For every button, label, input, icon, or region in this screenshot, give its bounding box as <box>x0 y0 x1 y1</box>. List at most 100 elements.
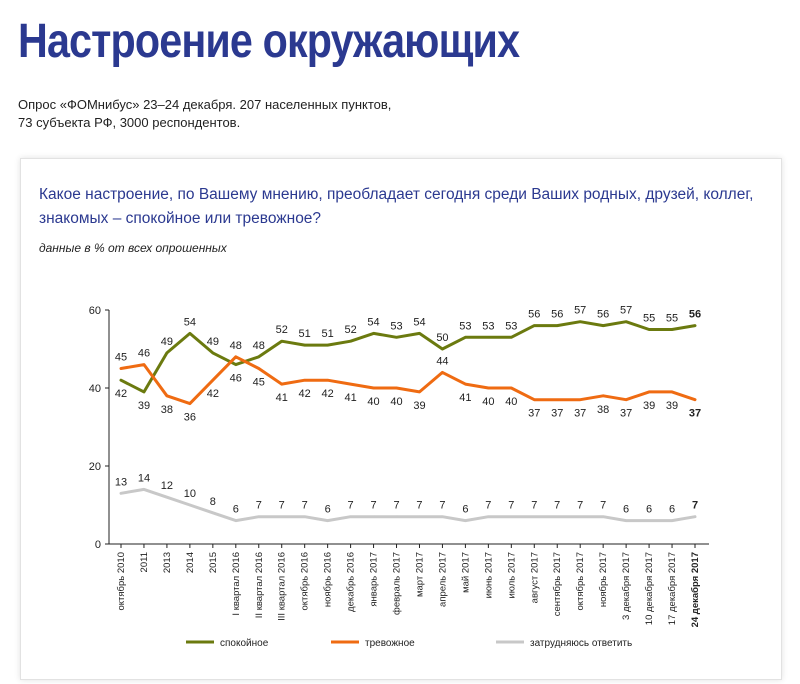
data-label: 7 <box>279 500 285 512</box>
data-point <box>280 340 283 343</box>
data-point <box>165 394 169 397</box>
data-point <box>257 355 260 358</box>
data-point <box>670 390 674 394</box>
data-point <box>372 515 375 518</box>
data-point <box>188 503 192 507</box>
data-label: 37 <box>551 408 563 420</box>
legend-label: спокойное <box>220 638 269 649</box>
data-label: 7 <box>554 500 560 512</box>
data-point <box>579 398 582 401</box>
data-point <box>142 488 146 491</box>
data-label: 41 <box>459 392 471 404</box>
x-tick-label: II квартал 2016 <box>254 552 265 618</box>
data-label: 6 <box>233 504 239 516</box>
data-label: 40 <box>482 396 494 408</box>
data-point <box>693 398 697 401</box>
y-tick-label: 60 <box>89 305 101 317</box>
data-point <box>188 402 192 405</box>
x-tick-label: 2011 <box>139 552 150 572</box>
line-chart: 0 20 40 60 октябрь 2010 2011 2013 2014 2015 I ква… <box>89 305 709 649</box>
data-label: 7 <box>416 500 422 512</box>
data-label: 41 <box>344 392 356 404</box>
data-label: 54 <box>413 316 425 328</box>
data-point <box>556 515 559 518</box>
data-point <box>326 379 329 382</box>
data-label: 7 <box>302 500 308 512</box>
data-point <box>326 343 329 347</box>
data-label: 14 <box>138 472 150 484</box>
data-point <box>395 336 398 339</box>
x-tick-label: апрель 2017 <box>437 552 448 607</box>
data-label: 42 <box>299 388 311 400</box>
data-point <box>464 336 467 339</box>
data-point <box>601 515 605 518</box>
data-label: 7 <box>531 500 537 512</box>
data-point <box>624 398 628 401</box>
y-tick-label: 40 <box>89 383 101 395</box>
data-label: 6 <box>646 504 652 516</box>
data-point <box>349 340 352 343</box>
x-tick-label: октябрь 2017 <box>575 552 586 611</box>
data-label: 53 <box>482 320 494 332</box>
data-label: 46 <box>138 348 150 360</box>
data-point <box>119 367 123 370</box>
data-label: 6 <box>623 504 629 516</box>
data-label: 49 <box>207 336 219 348</box>
data-label: 42 <box>322 388 334 400</box>
data-point <box>624 320 628 323</box>
data-point <box>211 511 215 514</box>
data-label: 6 <box>325 504 331 516</box>
data-label: 7 <box>393 500 399 512</box>
data-label: 7 <box>485 500 491 512</box>
data-label: 12 <box>161 480 173 492</box>
series-line <box>119 355 697 406</box>
data-point <box>487 515 490 518</box>
data-point <box>624 519 628 522</box>
x-tick-label: октябрь 2016 <box>300 552 311 611</box>
data-label: 39 <box>138 400 150 412</box>
data-label: 39 <box>643 400 655 412</box>
data-point <box>349 515 352 518</box>
x-tick-label: август 2017 <box>529 552 540 603</box>
data-label: 7 <box>692 500 698 512</box>
x-tick-label: 2013 <box>162 552 173 573</box>
x-tick-label: октябрь 2010 <box>116 552 127 611</box>
x-tick-label: III квартал 2016 <box>277 552 288 621</box>
data-label: 51 <box>322 328 334 340</box>
data-label: 38 <box>161 404 173 416</box>
data-label: 7 <box>256 500 262 512</box>
data-point <box>372 386 375 390</box>
data-point <box>556 324 559 327</box>
data-point <box>670 328 674 331</box>
x-tick-label: июнь 2017 <box>483 552 494 598</box>
data-point <box>647 328 651 331</box>
data-label: 46 <box>230 373 242 385</box>
y-tick-label: 20 <box>89 461 101 473</box>
data-label: 45 <box>115 352 127 364</box>
data-label: 7 <box>439 500 445 512</box>
data-point <box>303 515 306 518</box>
x-tick-label: 2015 <box>208 552 219 573</box>
data-point <box>211 351 215 355</box>
data-label: 55 <box>643 313 655 325</box>
data-point <box>165 496 169 499</box>
data-label: 42 <box>115 388 127 400</box>
data-point <box>533 324 536 327</box>
data-point <box>441 515 444 518</box>
x-tick-label: май 2017 <box>460 552 471 593</box>
data-point <box>487 336 490 339</box>
data-point <box>234 355 237 358</box>
data-point <box>533 515 536 518</box>
data-point <box>303 379 306 382</box>
data-point <box>395 386 398 390</box>
data-point <box>647 390 651 394</box>
x-tick-label: декабрь 2016 <box>346 552 357 612</box>
data-label: 40 <box>390 396 402 408</box>
data-label: 53 <box>459 320 471 332</box>
data-point <box>464 519 467 522</box>
data-point <box>487 386 490 390</box>
data-point <box>280 382 283 386</box>
data-label: 53 <box>390 320 402 332</box>
survey-description-line-1: Опрос «ФОМнибус» 23–24 декабря. 207 насе… <box>18 97 392 112</box>
data-label: 7 <box>600 500 606 512</box>
